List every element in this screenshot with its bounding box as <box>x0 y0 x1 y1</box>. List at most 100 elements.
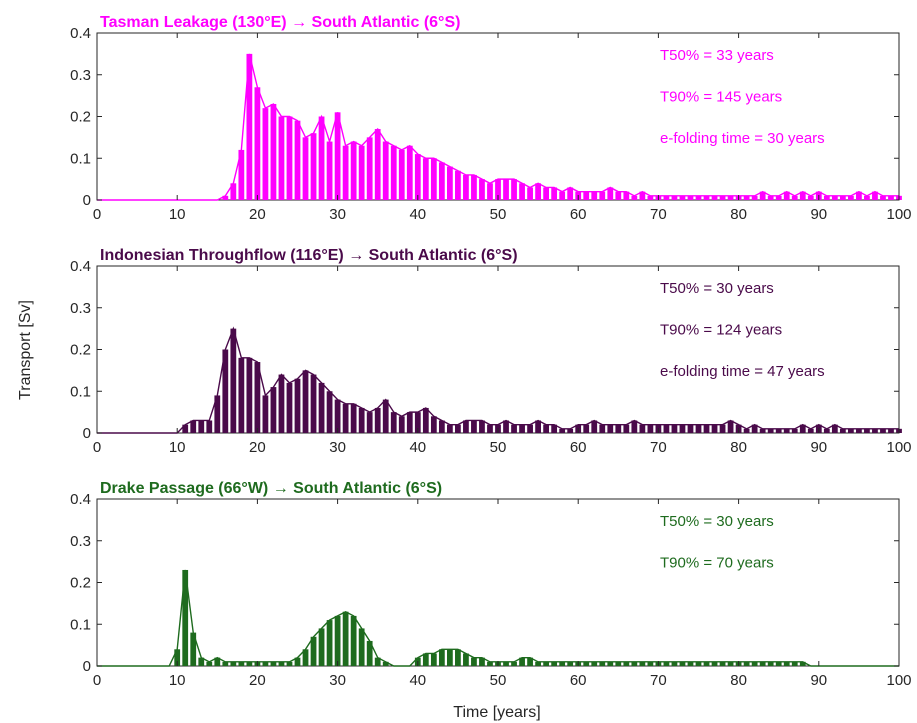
bar <box>174 649 181 666</box>
panel-title: Drake Passage (66°W) → South Atlantic (6… <box>100 480 442 497</box>
y-tick-label: 0.2 <box>70 342 91 359</box>
bar <box>583 424 590 433</box>
bar <box>599 661 606 666</box>
annotation: e-folding time = 47 years <box>660 363 825 380</box>
bar <box>511 424 517 433</box>
bar <box>615 424 622 433</box>
x-tick-label: 90 <box>810 672 827 689</box>
x-tick-label: 50 <box>490 439 507 456</box>
y-tick-label: 0.1 <box>70 383 91 400</box>
x-tick-label: 20 <box>249 672 266 689</box>
bar <box>607 661 614 666</box>
bar <box>647 424 654 433</box>
bar <box>286 116 293 200</box>
bar <box>214 395 221 433</box>
bar <box>455 649 461 666</box>
bar <box>559 428 566 433</box>
bar <box>872 428 878 433</box>
x-tick-label: 0 <box>93 672 101 689</box>
bar <box>647 661 654 666</box>
bar <box>414 154 421 200</box>
x-tick-label: 80 <box>730 206 747 223</box>
panel-title: Indonesian Throughflow (116°E) → South A… <box>100 247 518 264</box>
bar <box>487 661 493 666</box>
bar <box>888 428 894 433</box>
bar <box>222 661 229 666</box>
bar <box>703 195 710 200</box>
bar <box>238 357 245 433</box>
bar <box>864 195 870 200</box>
bar <box>880 195 886 200</box>
bar <box>807 195 814 200</box>
bar <box>286 661 293 666</box>
bar <box>703 424 710 433</box>
bar <box>230 183 237 200</box>
bar <box>326 391 333 433</box>
bar <box>382 141 389 200</box>
axes-box <box>96 32 900 201</box>
bar <box>783 191 790 200</box>
bar <box>446 166 453 200</box>
x-tick-label: 30 <box>329 439 346 456</box>
bar <box>767 428 774 433</box>
x-tick-label: 30 <box>329 672 346 689</box>
bar <box>302 370 309 433</box>
y-tick-label: 0.3 <box>70 67 91 84</box>
bar <box>767 661 774 666</box>
bar <box>799 191 806 200</box>
bar <box>567 661 574 666</box>
bar <box>511 661 517 666</box>
x-tick-label: 60 <box>570 672 587 689</box>
bar <box>350 403 357 433</box>
bar <box>455 170 461 200</box>
bar <box>719 424 726 433</box>
y-tick-label: 0.2 <box>70 109 91 126</box>
bar <box>278 661 285 666</box>
bar <box>318 628 325 666</box>
bar <box>262 395 269 433</box>
bar <box>422 407 429 433</box>
bar <box>503 661 509 666</box>
x-tick-label: 100 <box>886 439 911 456</box>
bar <box>711 424 718 433</box>
annotation: T50% = 30 years <box>660 513 774 530</box>
bar <box>583 191 590 200</box>
bar <box>398 149 405 200</box>
bar <box>366 640 373 666</box>
bar <box>270 387 277 433</box>
bar <box>350 615 357 666</box>
annotation: T90% = 70 years <box>660 555 774 572</box>
bar <box>543 187 550 200</box>
bar <box>671 195 678 200</box>
bar <box>310 636 317 666</box>
y-tick-label: 0 <box>83 192 91 209</box>
bar <box>270 103 277 200</box>
bar <box>438 649 445 666</box>
bar <box>527 657 533 666</box>
bar <box>839 428 846 433</box>
x-tick-label: 100 <box>886 206 911 223</box>
bar <box>398 416 405 433</box>
bar <box>182 569 189 666</box>
panel-2: 0 10 20 30 40 50 60 70 80 90 100 0 0.1 0.2 0.3 0.4 Indon… <box>70 247 911 456</box>
bar <box>759 191 766 200</box>
bar <box>222 349 229 433</box>
bar <box>471 657 477 666</box>
bar <box>479 179 485 200</box>
bar <box>455 424 461 433</box>
bar <box>254 87 261 200</box>
bar <box>326 141 333 200</box>
bar <box>246 357 253 433</box>
bar <box>495 179 501 200</box>
bar <box>759 428 766 433</box>
y-tick-label: 0.3 <box>70 300 91 317</box>
bar <box>695 424 702 433</box>
x-tick-label: 70 <box>650 439 667 456</box>
bar <box>438 162 445 200</box>
bar <box>342 403 349 433</box>
x-tick-label: 10 <box>169 439 186 456</box>
bar <box>623 191 630 200</box>
bar <box>350 141 357 200</box>
annotation: e-folding time = 30 years <box>660 130 825 147</box>
bar <box>198 657 205 666</box>
